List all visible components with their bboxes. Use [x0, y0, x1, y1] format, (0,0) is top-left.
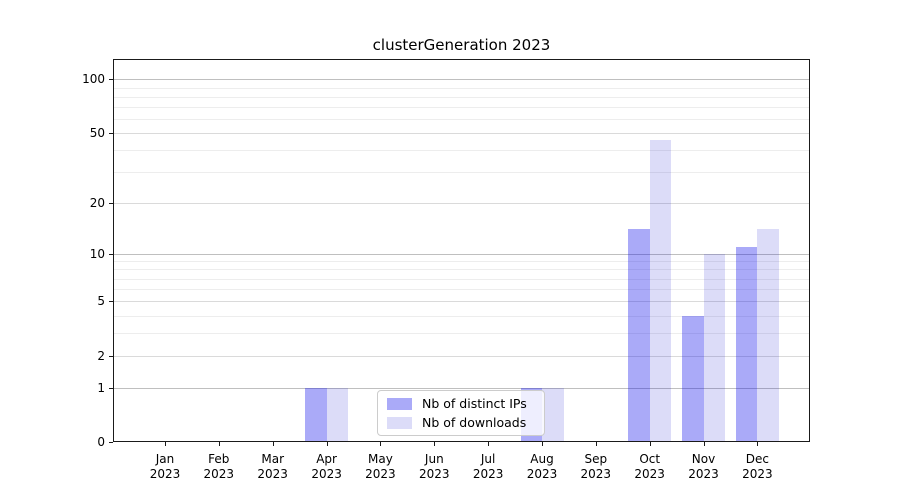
gridline: [114, 269, 809, 271]
gridline: [114, 333, 809, 335]
x-tick-mark: [380, 442, 382, 446]
gridline: [114, 289, 809, 291]
y-tick-mark: [109, 387, 113, 389]
chart-title: clusterGeneration 2023: [372, 36, 551, 54]
bar: [305, 387, 327, 442]
gridline: [114, 96, 809, 98]
bar: [326, 387, 349, 442]
legend: Nb of distinct IPs Nb of downloads: [377, 390, 545, 436]
y-tick-mark: [109, 202, 113, 204]
gridline: [114, 253, 809, 255]
y-tick-mark: [109, 253, 113, 255]
gridline: [114, 107, 809, 109]
x-tick-mark: [595, 442, 597, 446]
legend-item-downloads: Nb of downloads: [387, 415, 535, 431]
x-tick-label: Apr 2023: [311, 452, 342, 481]
gridline: [114, 87, 809, 89]
x-tick-mark: [218, 442, 220, 446]
gridline: [114, 79, 809, 81]
y-tick-label: 20: [89, 195, 105, 210]
gridline: [114, 133, 809, 135]
x-tick-label: Jul 2023: [472, 452, 504, 481]
x-tick-label: Feb 2023: [203, 452, 235, 481]
x-tick-mark: [272, 442, 274, 446]
y-tick-mark: [109, 133, 113, 135]
x-tick-label: Jun 2023: [419, 452, 450, 481]
bar: [703, 253, 725, 442]
gridline: [114, 261, 809, 263]
gridline: [114, 355, 809, 357]
bar: [649, 139, 672, 442]
legend-swatch-downloads: [387, 416, 412, 429]
y-tick-label: 5: [97, 294, 105, 309]
gridline: [114, 119, 809, 120]
legend-item-distinct-ips: Nb of distinct IPs: [387, 396, 535, 412]
y-tick-label: 100: [82, 72, 105, 87]
legend-label-downloads: Nb of downloads: [422, 414, 527, 430]
bar: [542, 387, 564, 442]
x-tick-label: Dec 2023: [742, 452, 773, 481]
y-tick-mark: [109, 442, 113, 443]
x-tick-mark: [434, 442, 436, 446]
y-tick-mark: [109, 301, 113, 303]
x-tick-mark: [542, 442, 543, 446]
y-tick-label: 1: [97, 380, 105, 395]
bar: [682, 315, 704, 442]
x-tick-label: Aug 2023: [526, 452, 558, 481]
gridline: [114, 301, 809, 303]
bar: [735, 246, 758, 442]
x-tick-mark: [326, 442, 328, 446]
y-tick-mark: [109, 79, 113, 81]
y-tick-mark: [109, 355, 113, 357]
bar: [628, 229, 650, 442]
gridline: [114, 150, 809, 152]
x-tick-mark: [488, 442, 490, 446]
legend-label-distinct-ips: Nb of distinct IPs: [422, 395, 527, 411]
y-tick-label: 2: [97, 348, 105, 363]
gridline: [114, 172, 809, 174]
x-tick-label: Mar 2023: [257, 452, 288, 481]
x-tick-mark: [703, 442, 705, 446]
gridline: [114, 315, 809, 317]
x-tick-mark: [649, 442, 651, 446]
x-tick-mark: [165, 442, 166, 446]
x-tick-label: Oct 2023: [634, 452, 665, 481]
gridline: [114, 202, 809, 204]
gridline: [114, 387, 809, 389]
x-tick-label: Sep 2023: [580, 452, 612, 481]
y-tick-label: 10: [89, 246, 105, 261]
x-tick-label: May 2023: [365, 452, 396, 481]
y-tick-label: 0: [97, 435, 105, 449]
x-tick-mark: [757, 442, 759, 446]
bar: [757, 229, 779, 442]
gridline: [114, 278, 809, 280]
legend-swatch-distinct-ips: [387, 397, 412, 410]
x-tick-label: Nov 2023: [688, 452, 719, 481]
y-tick-label: 50: [89, 126, 105, 141]
x-tick-label: Jan 2023: [149, 452, 181, 481]
